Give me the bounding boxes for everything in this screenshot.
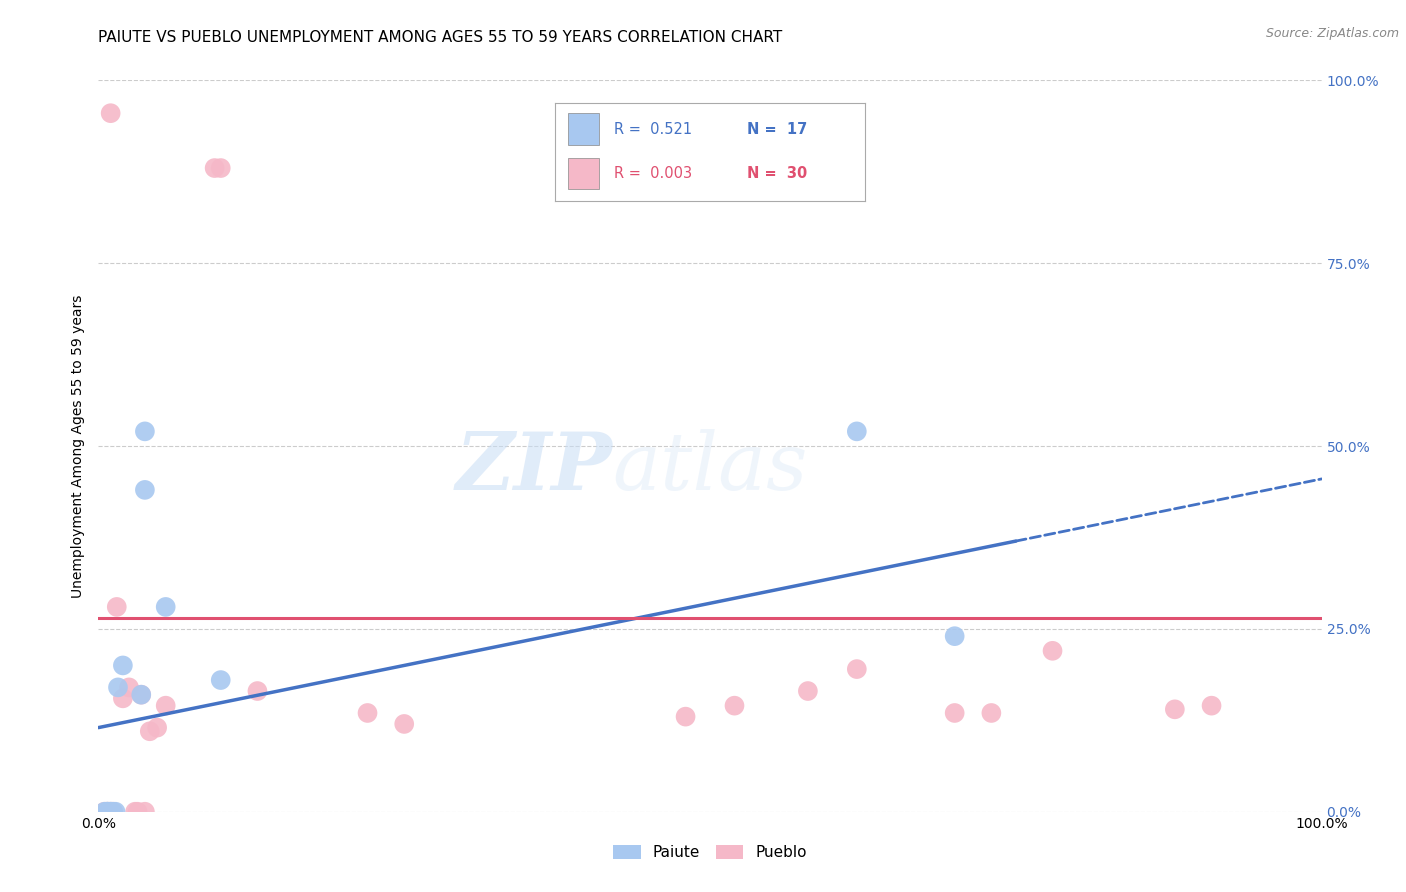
Point (104, 805, 127, 819)
Point (797, 684, 820, 698)
Point (96, 805, 118, 819)
Point (209, 673, 232, 687)
Point (134, 805, 156, 819)
Point (100, 805, 122, 819)
Point (675, 709, 697, 723)
Legend: Paiute, Pueblo: Paiute, Pueblo (607, 839, 813, 866)
Bar (568, 158, 599, 189)
Point (1042, 644, 1064, 658)
Point (124, 805, 146, 819)
Point (139, 724, 162, 739)
Text: N =  30: N = 30 (747, 166, 807, 181)
Point (129, 688, 152, 702)
Point (101, 805, 124, 819)
Point (723, 698, 745, 713)
Point (980, 706, 1002, 720)
Point (134, 483, 156, 497)
Point (101, 805, 124, 819)
Text: R =  0.521: R = 0.521 (614, 121, 692, 136)
Point (209, 161, 232, 175)
Point (943, 629, 966, 643)
Point (146, 721, 169, 735)
Text: ZIP: ZIP (456, 429, 612, 507)
Point (96, 805, 118, 819)
Point (392, 717, 416, 731)
Y-axis label: Unemployment Among Ages 55 to 59 years: Unemployment Among Ages 55 to 59 years (72, 294, 86, 598)
Text: R =  0.003: R = 0.003 (614, 166, 692, 181)
Point (845, 425, 868, 439)
Point (1201, 698, 1223, 713)
Point (943, 706, 966, 720)
Point (356, 706, 378, 720)
Point (155, 698, 177, 713)
Point (111, 691, 134, 706)
Point (105, 599, 128, 614)
Point (100, 106, 122, 120)
Point (155, 599, 177, 614)
Point (134, 425, 156, 439)
Point (1164, 702, 1187, 716)
Point (93, 805, 115, 819)
Point (127, 805, 149, 819)
Point (118, 681, 141, 695)
Point (97, 805, 120, 819)
Bar (568, 113, 599, 145)
Text: N =  17: N = 17 (747, 121, 807, 136)
Text: PAIUTE VS PUEBLO UNEMPLOYMENT AMONG AGES 55 TO 59 YEARS CORRELATION CHART: PAIUTE VS PUEBLO UNEMPLOYMENT AMONG AGES… (98, 29, 783, 45)
Point (100, 805, 122, 819)
Point (111, 658, 134, 673)
Text: atlas: atlas (612, 429, 807, 507)
Point (204, 161, 226, 175)
Point (845, 662, 868, 676)
Point (246, 684, 269, 698)
Point (100, 805, 122, 819)
Point (107, 681, 129, 695)
Point (96, 805, 118, 819)
Point (129, 688, 152, 702)
Point (97, 805, 120, 819)
Point (93, 805, 115, 819)
Text: Source: ZipAtlas.com: Source: ZipAtlas.com (1265, 27, 1399, 40)
